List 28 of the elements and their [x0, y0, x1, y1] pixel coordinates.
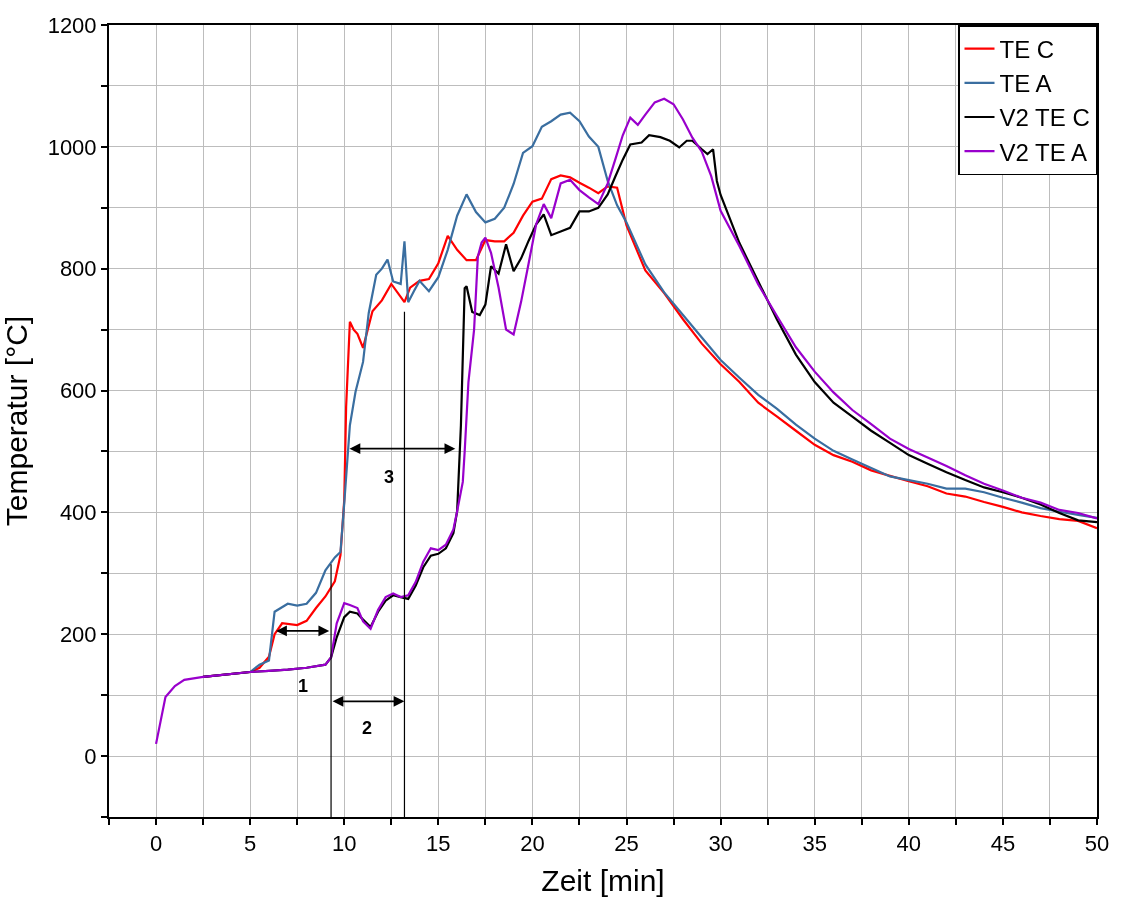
legend-label: V2 TE C — [999, 104, 1090, 132]
y-tick-label: 200 — [59, 621, 97, 647]
annotation: 1 — [298, 676, 309, 696]
x-tick-label: 5 — [244, 831, 257, 857]
x-tick-label: 25 — [614, 831, 639, 857]
y-tick-label: 1200 — [47, 12, 97, 38]
line-series — [154, 97, 1097, 745]
x-tick-label: 45 — [990, 831, 1016, 857]
y-tick-label: 400 — [59, 500, 97, 526]
legend-label: V2 TE A — [999, 138, 1088, 166]
legend-label: TE A — [999, 70, 1052, 98]
legend-label: TE C — [999, 35, 1055, 63]
x-tick-label: 15 — [426, 831, 451, 857]
x-tick-label: 30 — [708, 831, 733, 857]
y-tick-label: 600 — [59, 378, 97, 404]
y-axis-title: Temperatur [°C] — [0, 315, 33, 527]
annotation: 3 — [384, 467, 395, 487]
y-tick-label: 1000 — [47, 134, 97, 160]
y-tick-label: 0 — [84, 743, 97, 769]
x-tick-label: 40 — [896, 831, 922, 857]
x-tick-label: 20 — [520, 831, 545, 857]
x-axis-title: Zeit [min] — [541, 864, 665, 898]
y-tick-label: 800 — [59, 256, 97, 282]
x-tick-label: 0 — [149, 831, 163, 857]
x-tick-label: 35 — [802, 831, 827, 857]
annotation: 2 — [362, 718, 373, 738]
x-tick-label: 10 — [332, 831, 357, 857]
x-tick-label: 50 — [1084, 831, 1110, 857]
